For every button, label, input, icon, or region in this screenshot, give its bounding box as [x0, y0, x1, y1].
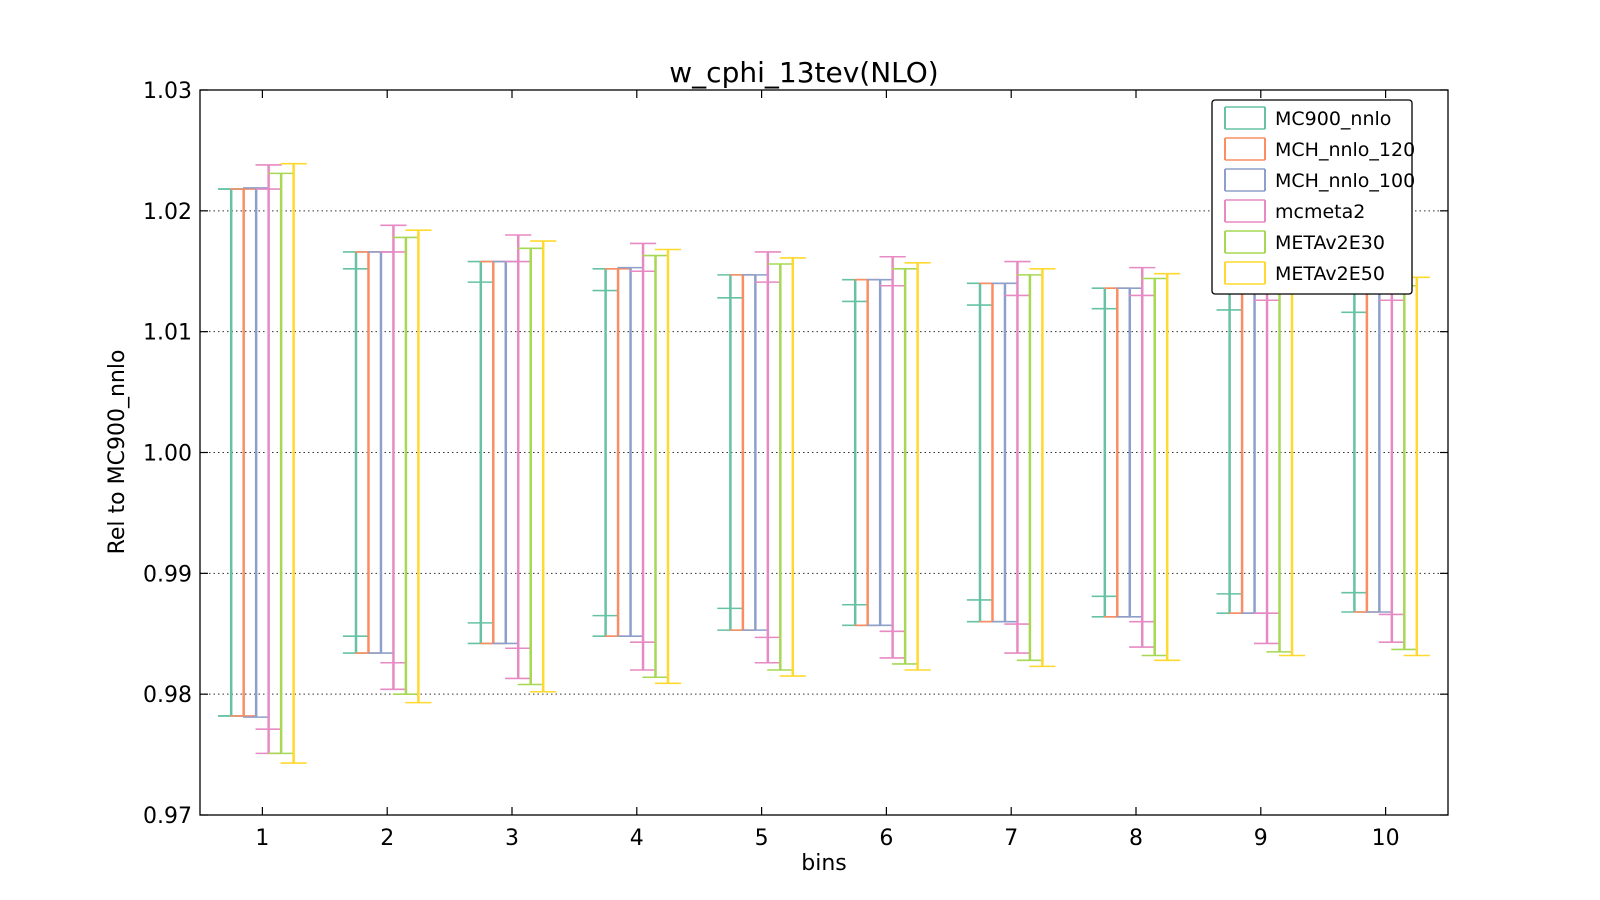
- legend-item: MC900_nnlo: [1224, 106, 1391, 130]
- y-tick-label: 1.00: [143, 442, 192, 467]
- legend-item: METAv2E30: [1224, 230, 1385, 254]
- y-tick-label: 0.97: [143, 804, 192, 829]
- x-tick-label: 2: [380, 826, 394, 851]
- x-tick-label: 3: [505, 826, 519, 851]
- x-axis-label: bins: [801, 851, 846, 876]
- x-tick-label: 9: [1254, 826, 1268, 851]
- y-tick-label: 1.02: [143, 200, 192, 225]
- legend-item: mcmeta2: [1224, 199, 1365, 223]
- legend-label: MC900_nnlo: [1275, 108, 1391, 130]
- legend-label: METAv2E30: [1275, 232, 1385, 254]
- legend-label: MCH_nnlo_120: [1275, 139, 1415, 161]
- axis-ticks: 0.97 0.98 0.99 1.00 1.01 1.02 1.03 1 2 3 4 5 6 7 8 9 10: [143, 79, 1448, 851]
- legend-item: MCH_nnlo_120: [1224, 137, 1415, 161]
- legend-label: MCH_nnlo_100: [1275, 170, 1415, 192]
- x-tick-label: 1: [255, 826, 269, 851]
- y-tick-label: 0.99: [143, 562, 192, 587]
- x-tick-label: 8: [1129, 826, 1143, 851]
- series-MCH_nnlo_120: [230, 188, 1380, 717]
- x-tick-label: 7: [1004, 826, 1018, 851]
- y-tick-label: 1.01: [143, 321, 192, 346]
- legend-box: [1211, 99, 1413, 295]
- y-tick-label: 0.98: [143, 683, 192, 708]
- y-tick-label: 1.03: [143, 79, 192, 104]
- x-tick-label: 4: [630, 826, 644, 851]
- legend: MC900_nnlo MCH_nnlo_120 MCH_nnlo_100mcmeta…: [1211, 99, 1415, 295]
- x-tick-label: 5: [755, 826, 769, 851]
- legend-item: METAv2E50: [1224, 261, 1385, 285]
- legend-label: METAv2E50: [1275, 263, 1385, 285]
- x-tick-label: 10: [1372, 826, 1400, 851]
- legend-item: MCH_nnlo_100: [1224, 168, 1415, 192]
- error-bars: [218, 162, 1430, 764]
- chart-title: w_cphi_13tev(NLO): [669, 56, 938, 89]
- series-METAv2E30: [268, 172, 1418, 755]
- series-MCH_nnlo_100: [243, 187, 1393, 718]
- x-tick-label: 6: [879, 826, 893, 851]
- legend-label: mcmeta2: [1275, 201, 1365, 223]
- y-axis-label: Rel to MC900_nnlo: [105, 350, 130, 555]
